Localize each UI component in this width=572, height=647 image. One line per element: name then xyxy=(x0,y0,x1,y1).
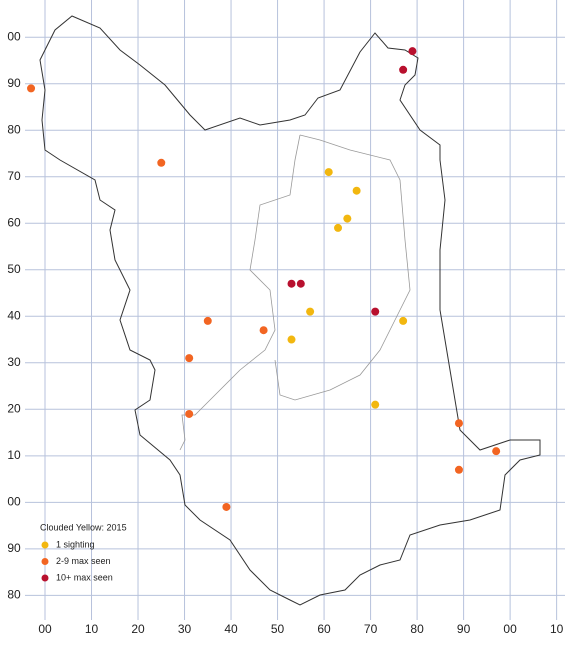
record-point xyxy=(296,279,305,288)
legend-swatch xyxy=(41,558,49,565)
record-point xyxy=(185,354,194,363)
record-point xyxy=(27,84,36,93)
x-tick-label: 40 xyxy=(224,622,238,636)
legend-swatch xyxy=(41,541,49,549)
x-tick-label: 10 xyxy=(85,622,99,636)
y-tick-label: 90 xyxy=(7,76,21,90)
x-tick-label: 90 xyxy=(457,622,471,636)
y-tick-label: 70 xyxy=(7,169,21,183)
y-tick-label: 50 xyxy=(7,262,21,276)
record-point xyxy=(454,465,463,474)
record-point xyxy=(222,502,231,511)
y-tick-label: 00 xyxy=(7,29,21,43)
legend-swatch xyxy=(41,574,49,582)
x-tick-label: 80 xyxy=(410,622,424,636)
record-point xyxy=(287,335,296,344)
y-tick-label: 80 xyxy=(7,122,21,136)
record-point xyxy=(157,158,166,167)
x-tick-label: 60 xyxy=(317,622,331,636)
record-point xyxy=(399,65,408,74)
legend: 1 sighting 2-9 max seen 10+ max seen xyxy=(41,539,113,582)
x-tick-label: 30 xyxy=(178,622,192,636)
x-tick-label: 50 xyxy=(271,622,285,636)
legend-title: Clouded Yellow: 2015 xyxy=(40,522,127,532)
y-tick-label: 40 xyxy=(7,308,21,322)
record-point xyxy=(454,419,463,428)
county-boundary xyxy=(39,15,541,606)
y-tick-label: 10 xyxy=(7,448,21,462)
record-point xyxy=(259,326,268,335)
record-point xyxy=(324,168,333,177)
points xyxy=(27,47,501,511)
record-point xyxy=(287,279,296,288)
x-tick-label: 10 xyxy=(550,622,564,636)
record-point xyxy=(352,186,361,195)
y-tick-label: 00 xyxy=(7,494,21,508)
grid xyxy=(25,0,565,620)
y-tick-label: 90 xyxy=(7,541,21,555)
legend-label: 10+ max seen xyxy=(56,572,113,582)
y-tick-label: 20 xyxy=(7,401,21,415)
y-tick-label: 30 xyxy=(7,355,21,369)
record-point xyxy=(371,307,380,316)
record-point xyxy=(343,214,352,223)
record-point xyxy=(408,47,417,56)
legend-label: 1 sighting xyxy=(56,539,95,549)
record-point xyxy=(371,400,380,409)
x-tick-label: 00 xyxy=(38,622,52,636)
record-point xyxy=(399,316,408,325)
record-point xyxy=(185,409,194,418)
y-tick-label: 80 xyxy=(7,588,21,602)
legend-label: 2-9 max seen xyxy=(56,556,111,566)
x-tick-label: 20 xyxy=(131,622,145,636)
record-point xyxy=(203,316,212,325)
y-tick-label: 60 xyxy=(7,215,21,229)
record-point xyxy=(334,223,343,232)
x-tick-label: 70 xyxy=(364,622,378,636)
record-point xyxy=(492,447,501,456)
record-point xyxy=(306,307,315,316)
x-tick-label: 00 xyxy=(503,622,517,636)
